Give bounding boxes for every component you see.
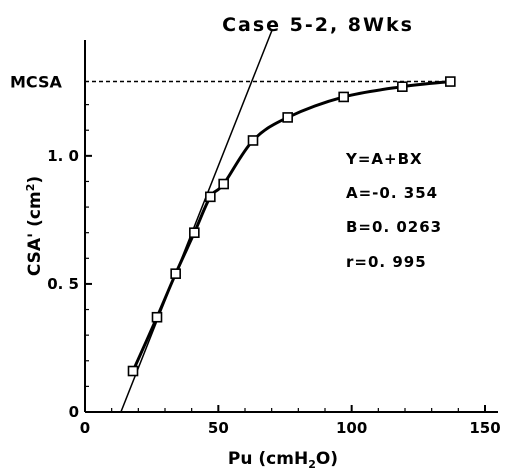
data-point bbox=[189, 227, 200, 238]
x-axis-label-tail: O) bbox=[316, 449, 338, 469]
x-tick-label: 100 bbox=[336, 419, 367, 437]
data-point bbox=[445, 76, 456, 87]
chart-title: Case 5-2, 8Wks bbox=[222, 14, 414, 36]
x-ticks: 0 50 100 150 bbox=[80, 405, 501, 437]
data-point bbox=[127, 365, 139, 377]
x-tick-label: 0 bbox=[80, 419, 90, 437]
y-axis-label-main: CSA' (cm bbox=[25, 191, 45, 276]
annotation-line-1: Y=A+BX bbox=[345, 150, 423, 168]
y-tick-label: 0 bbox=[69, 403, 79, 421]
annotation-line-4: r=0. 995 bbox=[346, 253, 427, 271]
y-axis-label-tail: ) bbox=[25, 176, 45, 184]
y-axis-label: CSA' (cm2) bbox=[24, 176, 45, 276]
data-point bbox=[170, 268, 181, 279]
data-point bbox=[151, 311, 163, 323]
annotation-line-2: A=-0. 354 bbox=[346, 184, 438, 202]
x-axis-label-sub: 2 bbox=[308, 458, 316, 471]
x-tick-label: 50 bbox=[208, 419, 229, 437]
y-tick-label: 1. 0 bbox=[47, 147, 79, 165]
reference-line-group: MCSA bbox=[10, 73, 451, 92]
x-axis-label: Pu (cmH2O) bbox=[228, 449, 338, 471]
data-point bbox=[205, 191, 216, 203]
annotation-line-3: B=0. 0263 bbox=[346, 218, 442, 236]
y-ticks: 0 0. 5 1. 0 bbox=[47, 104, 92, 421]
x-tick-label: 150 bbox=[469, 419, 500, 437]
mcsa-label: MCSA bbox=[10, 73, 62, 92]
data-point bbox=[247, 135, 259, 146]
regression-annotation: Y=A+BX A=-0. 354 B=0. 0263 r=0. 995 bbox=[345, 150, 442, 271]
axes bbox=[84, 40, 498, 413]
data-points bbox=[127, 76, 456, 377]
regression-line bbox=[120, 30, 273, 413]
y-tick-label: 0. 5 bbox=[47, 275, 79, 293]
data-point bbox=[282, 112, 293, 123]
data-point bbox=[218, 178, 229, 190]
x-axis-label-main: Pu (cmH bbox=[228, 449, 308, 469]
data-point bbox=[338, 91, 349, 103]
data-point bbox=[397, 81, 408, 92]
y-axis-label-sup: 2 bbox=[24, 184, 37, 192]
